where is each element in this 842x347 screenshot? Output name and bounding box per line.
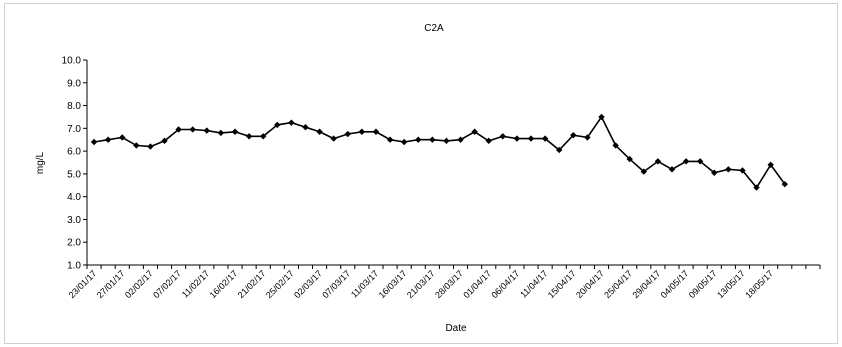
data-point	[682, 158, 690, 165]
x-tick-label: 25/04/17	[602, 268, 634, 300]
data-point	[654, 158, 662, 165]
data-point	[400, 138, 408, 146]
x-tick-label: 13/05/17	[715, 268, 747, 300]
data-point	[217, 129, 225, 137]
data-point	[104, 136, 112, 143]
x-tick-label: 01/04/17	[461, 268, 493, 300]
x-tick-label: 20/04/17	[574, 268, 606, 300]
data-point	[612, 142, 619, 149]
y-tick-label: 1.0	[67, 261, 81, 272]
data-point	[386, 136, 394, 143]
data-point	[696, 158, 704, 165]
x-tick-label: 11/03/17	[349, 268, 380, 299]
data-point	[429, 136, 436, 143]
chart-frame	[4, 3, 838, 344]
x-tick-label: 11/02/17	[180, 268, 211, 299]
data-point	[245, 133, 253, 140]
x-tick-label: 11/04/17	[518, 268, 549, 299]
x-tick-label: 23/01/17	[67, 268, 99, 300]
data-point	[90, 138, 98, 146]
data-point	[316, 128, 323, 135]
x-tick-label: 06/04/17	[489, 268, 521, 300]
data-point	[598, 113, 605, 121]
y-axis-label: mg/L	[35, 151, 46, 174]
x-tick-label: 07/03/17	[320, 268, 352, 300]
x-tick-label: 16/02/17	[208, 268, 240, 300]
y-tick-label: 7.0	[67, 124, 81, 135]
y-ticks: 1.0 2.0 3.0 4.0 5.0 6.0 7.0 8.0 9.0 10.0	[62, 56, 87, 272]
x-tick-label: 15/04/17	[546, 268, 578, 300]
data-point	[626, 155, 633, 163]
data-point	[189, 126, 196, 133]
x-tick-label: 16/03/17	[377, 268, 409, 300]
data-point	[711, 169, 718, 176]
data-point	[415, 136, 422, 143]
data-point	[767, 161, 774, 168]
data-point	[556, 146, 563, 154]
data-point	[260, 133, 267, 140]
data-point	[274, 121, 281, 129]
data-point	[358, 128, 366, 135]
x-tick-label: 21/03/17	[405, 268, 437, 300]
x-tick-label: 27/01/17	[95, 268, 127, 300]
data-point	[302, 123, 309, 131]
data-point	[781, 180, 788, 188]
x-tick-label: 02/02/17	[123, 268, 155, 300]
y-tick-label: 10.0	[62, 56, 82, 67]
y-tick-label: 6.0	[67, 147, 81, 158]
data-point	[330, 135, 337, 142]
axes	[86, 60, 820, 266]
data-point	[725, 166, 732, 173]
data-point	[541, 135, 549, 142]
y-tick-label: 3.0	[67, 215, 81, 226]
x-tick-label: 28/03/17	[433, 268, 465, 300]
series-line	[90, 113, 788, 191]
y-tick-label: 4.0	[67, 192, 81, 203]
data-point	[175, 126, 182, 133]
y-tick-label: 8.0	[67, 101, 81, 112]
data-point	[485, 137, 492, 145]
data-point	[344, 130, 351, 138]
data-point	[288, 119, 295, 126]
data-point	[147, 143, 154, 150]
y-tick-label: 2.0	[67, 238, 81, 249]
data-point	[739, 167, 746, 174]
x-tick-label: 18/05/17	[743, 268, 775, 300]
chart-title: C2A	[424, 23, 444, 34]
x-tick-label: 07/02/17	[151, 268, 183, 300]
x-axis-label: Date	[445, 323, 467, 334]
data-point	[471, 128, 478, 135]
data-point	[527, 135, 535, 142]
data-point	[499, 133, 507, 140]
data-point	[231, 128, 239, 135]
data-point	[161, 137, 168, 145]
data-point	[584, 134, 591, 141]
x-tick-label: 09/05/17	[687, 268, 719, 300]
data-point	[443, 137, 450, 145]
series-line-path	[93, 115, 786, 189]
x-tick-label: 29/04/17	[630, 268, 662, 300]
y-tick-label: 5.0	[67, 169, 81, 180]
x-ticks: 23/01/1727/01/1702/02/1707/02/1711/02/17…	[67, 265, 821, 300]
data-point	[372, 128, 380, 135]
x-tick-label: 02/03/17	[292, 268, 324, 300]
data-point	[640, 168, 647, 175]
data-point	[513, 135, 521, 142]
x-tick-label: 21/02/17	[236, 268, 268, 300]
data-point	[753, 184, 760, 191]
x-tick-label: 25/02/17	[264, 268, 296, 300]
data-point	[570, 131, 577, 139]
data-point	[119, 134, 126, 141]
y-tick-label: 9.0	[67, 78, 81, 89]
data-point	[133, 142, 140, 149]
data-point	[668, 166, 676, 173]
data-point	[203, 127, 211, 134]
data-point	[457, 136, 464, 143]
x-tick-label: 04/05/17	[659, 268, 691, 300]
